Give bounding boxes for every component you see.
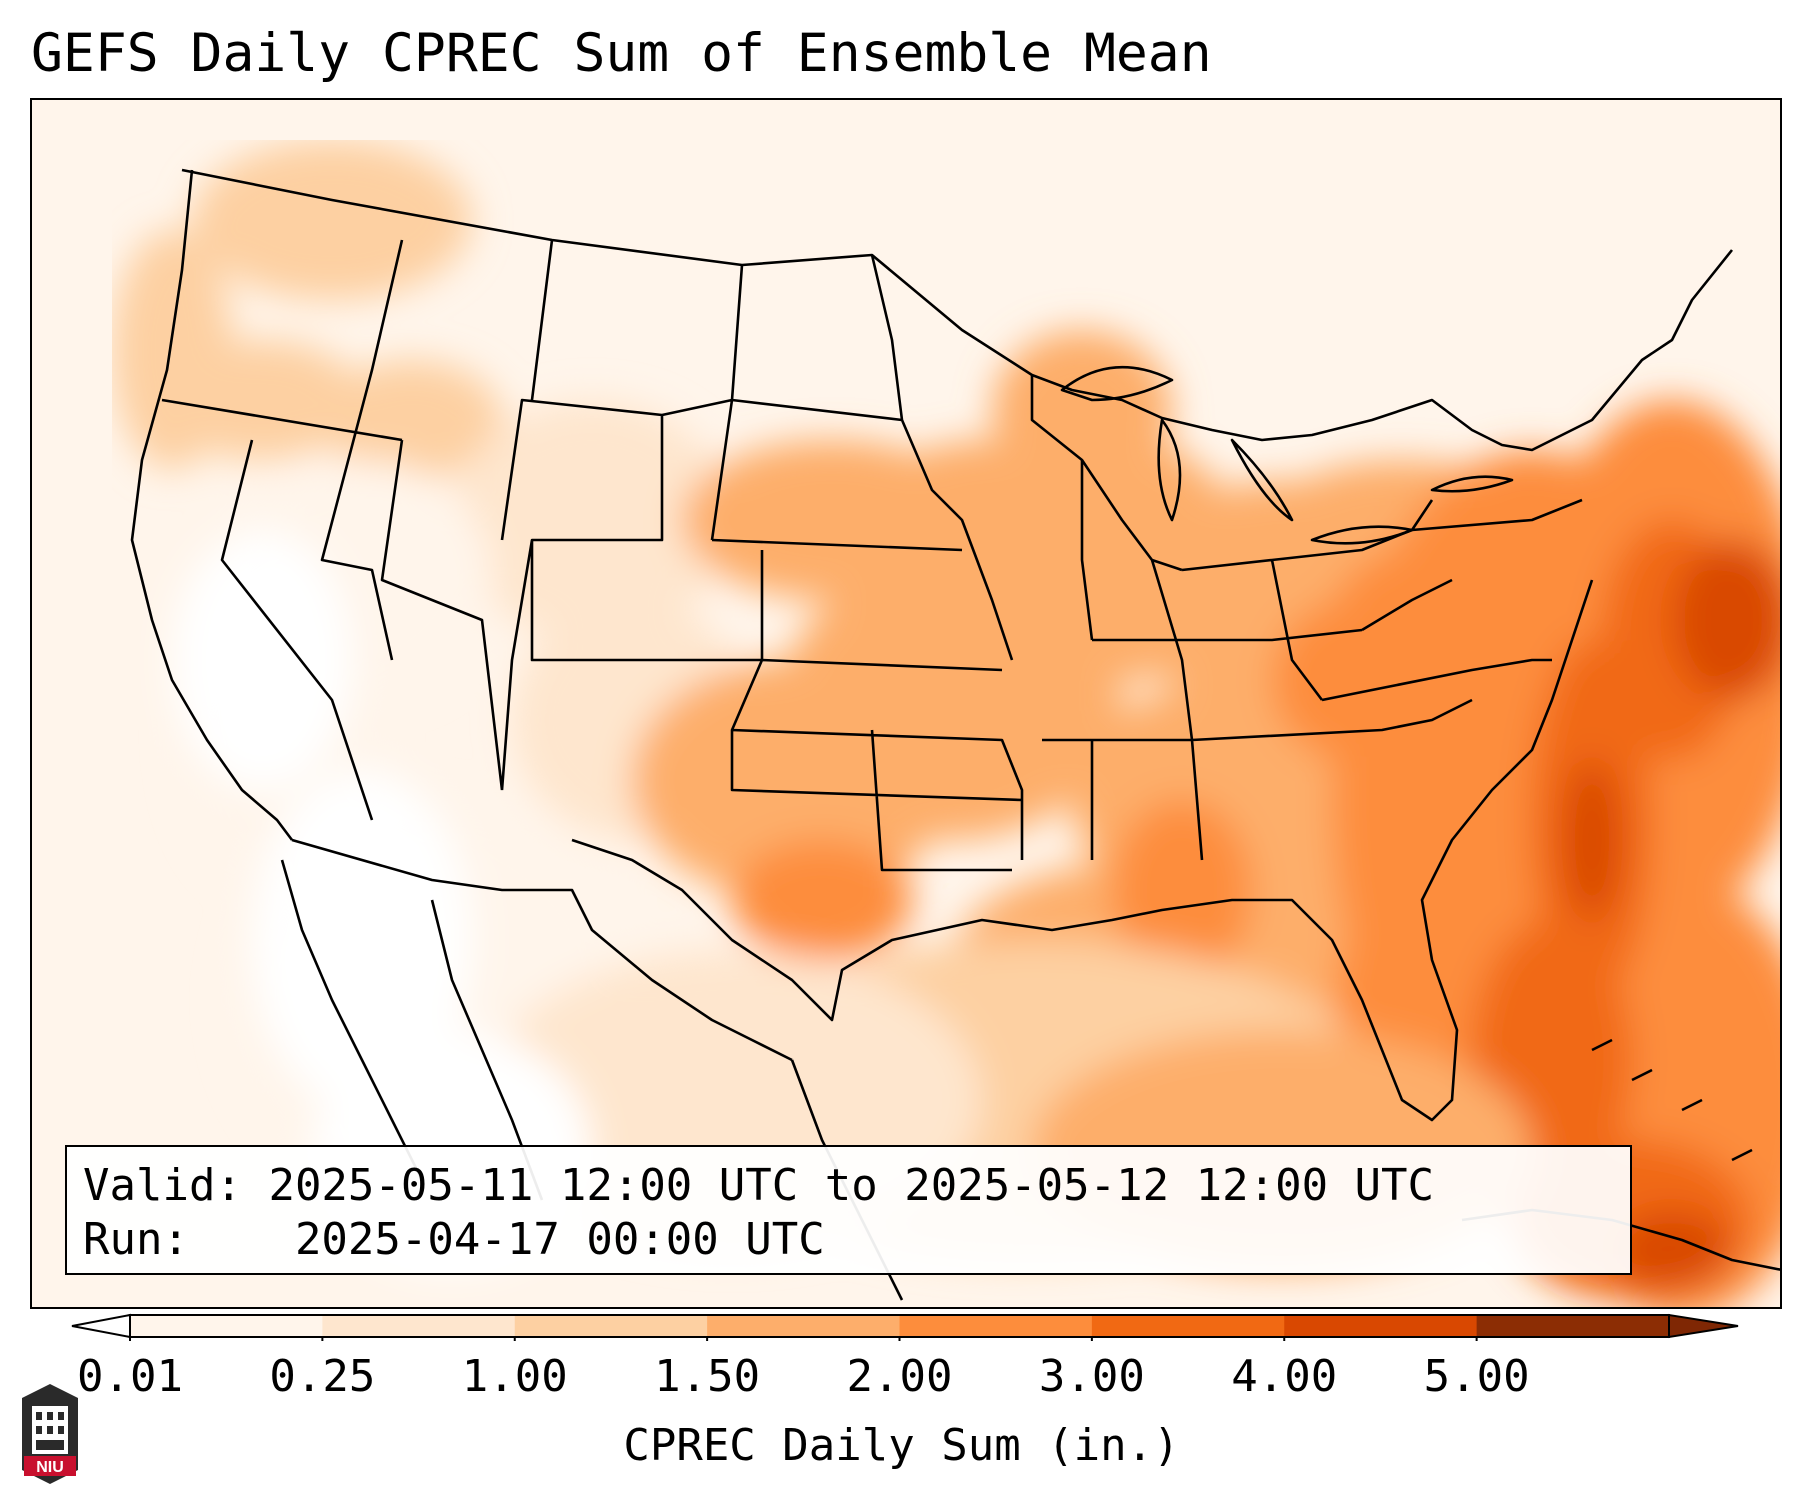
colorbar-segment	[707, 1315, 900, 1337]
state-lines-central	[711, 254, 1024, 872]
colorbar-segment	[514, 1315, 708, 1337]
no-precip-area	[172, 530, 352, 790]
precip-field	[112, 140, 1780, 1307]
colorbar-label: CPREC Daily Sum (in.)	[623, 1420, 1180, 1471]
valid-label: Valid:	[83, 1160, 242, 1211]
colorbar-tick-label: 0.01	[77, 1351, 183, 1402]
bahamas-islands	[1591, 1038, 1753, 1162]
colorbar-tick-label: 3.00	[1038, 1351, 1145, 1402]
valid-time-box: Valid: 2025-05-11 12:00 UTC to 2025-05-1…	[65, 1145, 1632, 1275]
colorbar-segment	[130, 1315, 323, 1337]
colorbar-segment	[899, 1315, 1093, 1337]
precip-blob	[112, 230, 232, 470]
colorbar-segment	[1476, 1315, 1670, 1337]
run-line: Run: 2025-04-17 00:00 UTC	[83, 1213, 1630, 1267]
map-panel	[30, 98, 1782, 1309]
political-boundaries	[130, 168, 1780, 1301]
colorbar-segment	[1284, 1315, 1478, 1337]
colorbar-over-arrow	[1668, 1313, 1739, 1339]
chart-title: GEFS Daily CPREC Sum of Ensemble Mean	[31, 23, 1212, 84]
gulf-coastline	[571, 579, 1594, 1122]
precip-blob	[632, 660, 952, 900]
precip-map	[32, 100, 1780, 1307]
run-label: Run:	[83, 1214, 189, 1265]
precip-blob	[732, 840, 912, 960]
precip-blob	[1562, 760, 1622, 920]
pacific-coastline	[130, 169, 294, 841]
university-tower-icon: NIU	[22, 1384, 78, 1484]
great-lakes	[1060, 365, 1514, 545]
precip-blob	[192, 140, 472, 300]
colorbar-tick-label: 0.25	[269, 1351, 376, 1402]
state-lines-east	[1030, 375, 1583, 861]
colorbar-segment	[1091, 1315, 1285, 1337]
us-canada-border	[181, 168, 1734, 452]
valid-value: 2025-05-11 12:00 UTC to 2025-05-12 12:00…	[268, 1160, 1435, 1211]
precip-blob	[1112, 800, 1252, 980]
colorbar-tick-label: 1.50	[654, 1351, 761, 1402]
colorbar-segment	[322, 1315, 516, 1337]
valid-line: Valid: 2025-05-11 12:00 UTC to 2025-05-1…	[83, 1159, 1630, 1213]
us-mexico-border	[291, 838, 793, 1062]
colorbar-tick-label: 4.00	[1231, 1351, 1338, 1402]
colorbar-under-arrow	[71, 1313, 131, 1339]
no-precip-area	[252, 770, 472, 1110]
logo-text: NIU	[36, 1459, 64, 1476]
colorbar-tick-label: 2.00	[846, 1351, 953, 1402]
precip-blob	[1672, 540, 1780, 700]
colorbar-tick-label: 1.00	[461, 1351, 568, 1402]
colorbar-tick-label: 5.00	[1423, 1351, 1530, 1402]
colorbar	[71, 1313, 1739, 1341]
run-value: 2025-04-17 00:00 UTC	[294, 1214, 825, 1265]
precip-blob	[1612, 1210, 1732, 1290]
